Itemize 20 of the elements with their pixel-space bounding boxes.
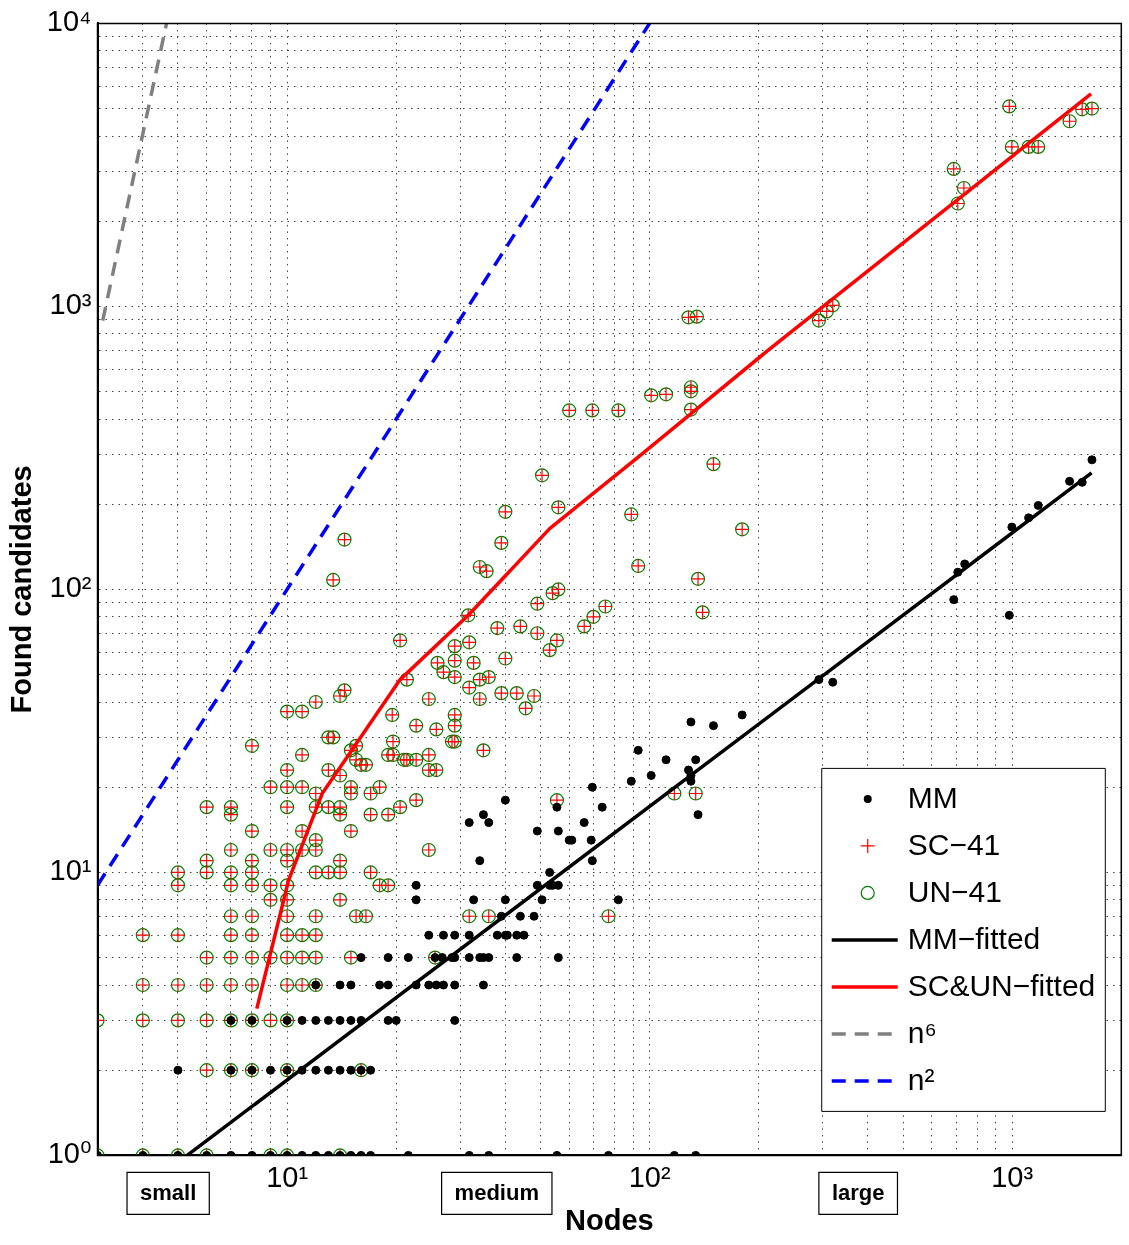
- y-axis-title: Found candidates: [5, 465, 38, 714]
- legend-label: MM−fitted: [907, 922, 1041, 956]
- text: medium: [454, 1180, 539, 1206]
- x-axis-title: Nodes: [565, 1203, 654, 1236]
- x-tick-label: 10²: [628, 1160, 671, 1193]
- legend-label: n⁶: [907, 1016, 937, 1050]
- y-tick-label: 10⁴: [46, 5, 92, 38]
- text: large: [831, 1180, 885, 1206]
- y-tick-label: 10³: [49, 288, 92, 321]
- x-tick-label: 10¹: [266, 1160, 309, 1193]
- legend-label: n²: [907, 1063, 935, 1097]
- x-tick-label: 10³: [991, 1160, 1034, 1193]
- legend-label: MM: [907, 781, 958, 815]
- text: small: [140, 1180, 197, 1206]
- legend-label: UN−41: [907, 875, 1002, 909]
- legend-label: SC−41: [907, 828, 1001, 862]
- legend-label: SC&UN−fitted: [907, 969, 1096, 1003]
- y-tick-label: 10⁰: [47, 1137, 92, 1170]
- y-tick-label: 10¹: [49, 854, 92, 887]
- y-tick-label: 10²: [49, 571, 92, 604]
